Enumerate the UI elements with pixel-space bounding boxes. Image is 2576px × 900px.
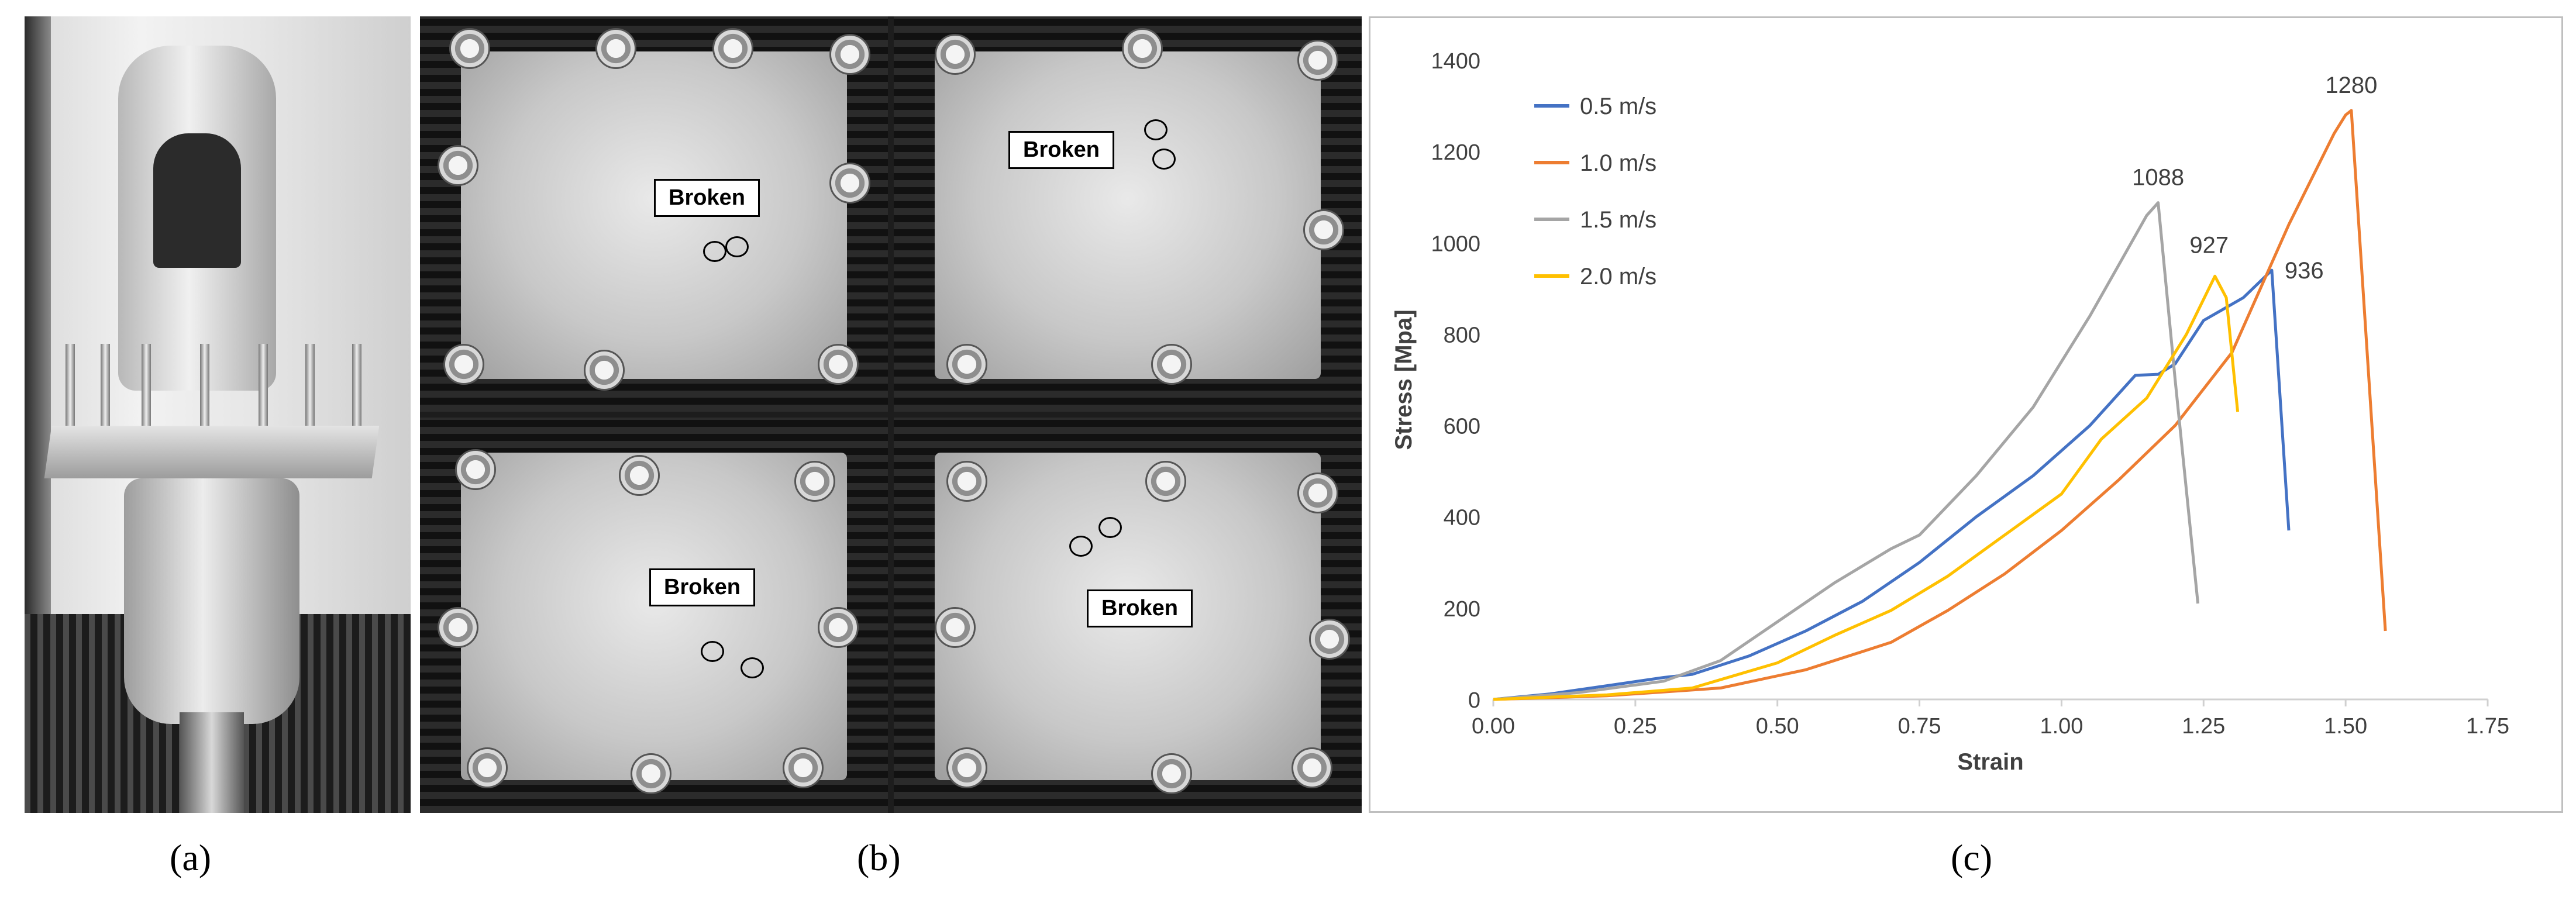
broken-callout: Broken [1008, 131, 1114, 169]
panel-label-c: (c) [1951, 837, 1993, 878]
x-tick-label: 1.50 [2324, 714, 2367, 739]
x-tick-label: 0.50 [1756, 714, 1799, 739]
wing-bolt [935, 607, 976, 648]
wing-bolt [1297, 40, 1338, 81]
fracture-marker [1069, 536, 1093, 557]
wing-bolt [1297, 473, 1338, 513]
wing-bolt [1122, 28, 1163, 69]
peak-label: 927 [2189, 232, 2229, 258]
wing-bolt [1292, 747, 1332, 788]
wing-bolt [783, 747, 824, 788]
chart-series-lines [1493, 109, 2387, 701]
wing-bolt [829, 34, 870, 75]
broken-callout: Broken [654, 179, 760, 217]
chart-peak-labels: 936 1280 1088 927 [2132, 73, 2377, 284]
chart-legend: 0.5 m/s 1.0 m/s 1.5 m/s 2.0 m/s [1534, 94, 1657, 289]
wing-bolt [631, 753, 671, 794]
y-tick-label: 200 [1444, 597, 1480, 622]
fracture-marker [1152, 149, 1176, 170]
wing-bolt [438, 607, 478, 648]
wing-bolt [794, 461, 835, 502]
rod [66, 344, 75, 443]
series-line-2-0-m-s [1493, 274, 2240, 701]
wing-bolt [946, 747, 987, 788]
peak-label: 936 [2285, 258, 2324, 284]
legend-label: 1.0 m/s [1580, 150, 1657, 176]
specimen-plate [44, 426, 380, 478]
rod [259, 344, 268, 443]
chart-axes: 0 200 400 600 800 1000 1200 1400 0.00 0.25 0.50 0.7… [1391, 49, 2509, 775]
broken-callout: Broken [1087, 589, 1193, 627]
y-tick-label: 1200 [1431, 140, 1480, 165]
wing-bolt [595, 28, 636, 69]
rod [305, 344, 315, 443]
panel-label-b: (b) [857, 837, 901, 878]
wing-bolt [455, 449, 496, 490]
chart-svg: 0 200 400 600 800 1000 1200 1400 0.00 0.25 0.50 0.7… [1391, 49, 2509, 775]
wing-bolt [1151, 753, 1192, 794]
wing-bolt [946, 344, 987, 385]
wing-bolt [946, 461, 987, 502]
x-tick-label: 1.25 [2182, 714, 2225, 739]
series-line-0-5-m-s [1493, 268, 2291, 701]
y-axis-title: Stress [Mpa] [1391, 309, 1417, 450]
y-tick-label: 1400 [1431, 49, 1480, 74]
y-tick-label: 800 [1444, 323, 1480, 347]
fracture-marker [725, 236, 749, 257]
wing-bolt [1145, 461, 1186, 502]
rod [352, 344, 361, 443]
stress-strain-chart: 0 200 400 600 800 1000 1200 1400 0.00 0.25 0.50 0.7… [1369, 16, 2563, 813]
wing-bolt [449, 28, 490, 69]
wing-bolt [619, 455, 660, 496]
wing-bolt [467, 747, 508, 788]
lower-clevis [124, 478, 299, 724]
photo-broken-specimens: Broken Broken Broken Broken [420, 16, 1362, 813]
series-line-1-5-m-s [1493, 201, 2200, 701]
rod [142, 344, 151, 443]
wing-bolt [584, 350, 625, 391]
wing-bolt [1309, 619, 1350, 660]
y-tick-label: 0 [1468, 688, 1480, 713]
fracture-marker [741, 657, 764, 678]
y-tick-label: 1000 [1431, 232, 1480, 256]
fracture-marker [701, 641, 724, 662]
wing-bolt [935, 34, 976, 75]
x-tick-label: 0.25 [1614, 714, 1657, 739]
y-tick-label: 600 [1444, 415, 1480, 439]
wing-bolt [1303, 209, 1344, 250]
broken-callout: Broken [649, 568, 755, 606]
wing-bolt [1151, 344, 1192, 385]
load-shaft [180, 712, 244, 813]
legend-label: 0.5 m/s [1580, 94, 1657, 119]
y-tick-label: 400 [1444, 506, 1480, 530]
wing-bolt [818, 344, 859, 385]
upper-clevis [118, 46, 276, 391]
x-axis-title: Strain [1957, 749, 2023, 775]
wing-bolt [829, 163, 870, 204]
x-tick-label: 0.00 [1472, 714, 1515, 739]
series-line-1-0-m-s [1493, 109, 2387, 701]
wing-bolt [443, 344, 484, 385]
wing-bolt [438, 145, 478, 186]
rod [101, 344, 110, 443]
x-tick-label: 0.75 [1898, 714, 1941, 739]
wing-bolt [712, 28, 753, 69]
fracture-marker [1144, 119, 1168, 140]
peak-label: 1280 [2325, 73, 2377, 98]
photo-test-fixture [25, 16, 411, 813]
x-tick-label: 1.00 [2040, 714, 2083, 739]
wing-bolt [818, 607, 859, 648]
legend-label: 1.5 m/s [1580, 207, 1657, 233]
rod [200, 344, 209, 443]
legend-label: 2.0 m/s [1580, 264, 1657, 289]
peak-label: 1088 [2132, 165, 2184, 191]
panel-label-a: (a) [170, 837, 212, 878]
x-tick-label: 1.75 [2466, 714, 2509, 739]
fracture-marker [703, 241, 726, 262]
fracture-marker [1098, 517, 1122, 538]
specimen-quad-top-left [420, 16, 888, 412]
